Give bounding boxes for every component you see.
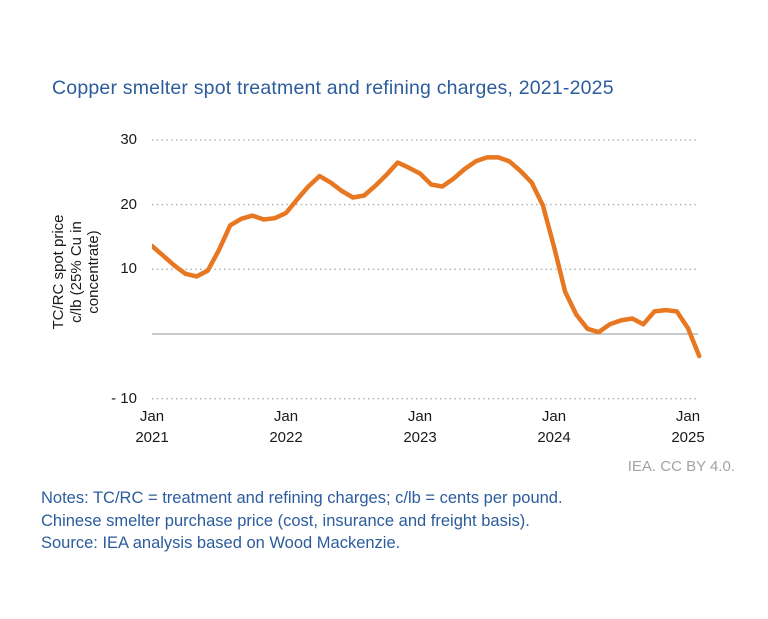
x-tick-month: Jan <box>273 408 299 425</box>
notes-line1: Notes: TC/RC = treatment and refining ch… <box>41 489 563 507</box>
x-tick-label-2024: Jan 2024 <box>512 406 596 448</box>
line-chart-plot-area <box>152 139 702 400</box>
license-credit: IEA. CC BY 4.0. <box>627 458 735 475</box>
x-tick-year: 2021 <box>135 429 169 446</box>
y-tick-label-30: 30 <box>120 130 137 148</box>
notes-block: Notes: TC/RC = treatment and refining ch… <box>41 487 563 555</box>
chart-title: Copper smelter spot treatment and refini… <box>52 77 614 99</box>
tcrc-spot-price-line <box>152 155 702 359</box>
notes-line2: Chinese smelter purchase price (cost, in… <box>41 511 530 530</box>
x-tick-month: Jan <box>139 408 165 425</box>
x-tick-year: 2023 <box>403 429 437 446</box>
x-tick-label-2023: Jan 2023 <box>378 406 462 448</box>
y-tick-label--10: - 10 <box>111 389 137 407</box>
x-tick-month: Jan <box>407 408 433 425</box>
x-tick-month: Jan <box>541 408 567 425</box>
x-tick-label-2021: Jan 2021 <box>110 406 194 448</box>
x-tick-year: 2022 <box>269 429 303 446</box>
y-tick-label-20: 20 <box>120 195 137 213</box>
notes-line3: Source: IEA analysis based on Wood Macke… <box>41 534 401 552</box>
x-tick-label-2022: Jan 2022 <box>244 406 328 448</box>
x-tick-label-2025: Jan 2025 <box>646 406 730 448</box>
x-tick-year: 2024 <box>537 429 571 446</box>
x-tick-month: Jan <box>675 408 701 425</box>
x-tick-year: 2025 <box>671 429 705 446</box>
y-tick-label-10: 10 <box>120 260 137 278</box>
